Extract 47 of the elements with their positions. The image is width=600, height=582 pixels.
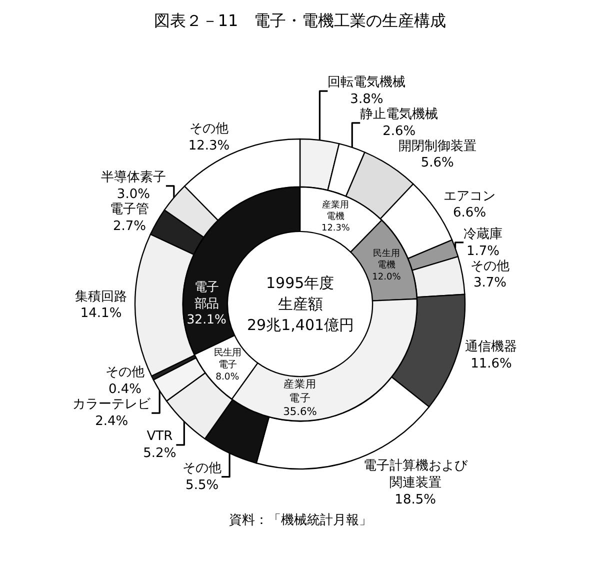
slice-label: 冷蔵庫 (464, 226, 502, 242)
slice-label: その他 (106, 365, 145, 380)
data-label: 5.5% (186, 478, 219, 493)
chart-title: 図表２－11 電子・電機工業の生産構成 (154, 10, 446, 30)
slice-label: 集積回路 (75, 289, 128, 304)
data-label: 5.2% (143, 446, 176, 461)
text: 生産額 (278, 295, 323, 313)
slice-label: 半導体素子 (100, 170, 166, 185)
data-label: 12.3% (322, 224, 350, 234)
data-label: 2.7% (112, 218, 146, 234)
data-label: 2.4% (95, 414, 128, 430)
slice-label: 静止電気機械 (360, 106, 438, 122)
data-label: 11.6% (470, 356, 512, 372)
slice-label: エアコン (444, 188, 496, 204)
slice-label: 電子管 (110, 202, 149, 217)
text: 資料：「機械統計月報」 (229, 513, 372, 528)
data-label: 12.0% (372, 272, 402, 282)
slice-label: 通信機器 (465, 339, 518, 354)
slice-label: 産業用電機 (322, 199, 350, 222)
data-label: 14.1% (80, 306, 122, 322)
data-label: 6.6% (453, 206, 486, 221)
data-label: 3.8% (350, 92, 384, 107)
slice-label: 回転電気機械 (328, 75, 406, 90)
slice-label: 民生用電子 (214, 347, 241, 370)
data-label: 2.6% (382, 124, 416, 139)
slice-label: VTR (146, 429, 173, 444)
data-label: 1.7% (466, 244, 500, 259)
data-label: 12.3% (188, 138, 230, 154)
slice-label: 電子部品 (194, 279, 219, 310)
slice-label: 産業用電子 (284, 378, 316, 404)
slice-label: その他 (190, 122, 229, 137)
slice-label: その他 (470, 258, 510, 274)
data-label: 18.5% (394, 492, 436, 508)
data-label: 3.7% (473, 276, 506, 291)
data-label: 5.6% (420, 156, 454, 171)
text: 29兆1,401億円 (247, 316, 354, 334)
data-label: 8.0% (216, 371, 240, 382)
slice-label: その他 (182, 460, 222, 476)
slice-label: 開閉制御装置 (398, 138, 476, 154)
data-label: 0.4% (108, 382, 142, 398)
slice-label: 電子計算機および関連装置 (363, 458, 468, 490)
data-label: 35.6% (283, 405, 317, 418)
data-label: 32.1% (186, 312, 226, 327)
slice-label: 民生用電機 (372, 248, 400, 271)
data-label: 3.0% (116, 186, 150, 202)
text: 1995年度 (266, 274, 334, 292)
slice-label: カラーテレビ (72, 397, 152, 412)
